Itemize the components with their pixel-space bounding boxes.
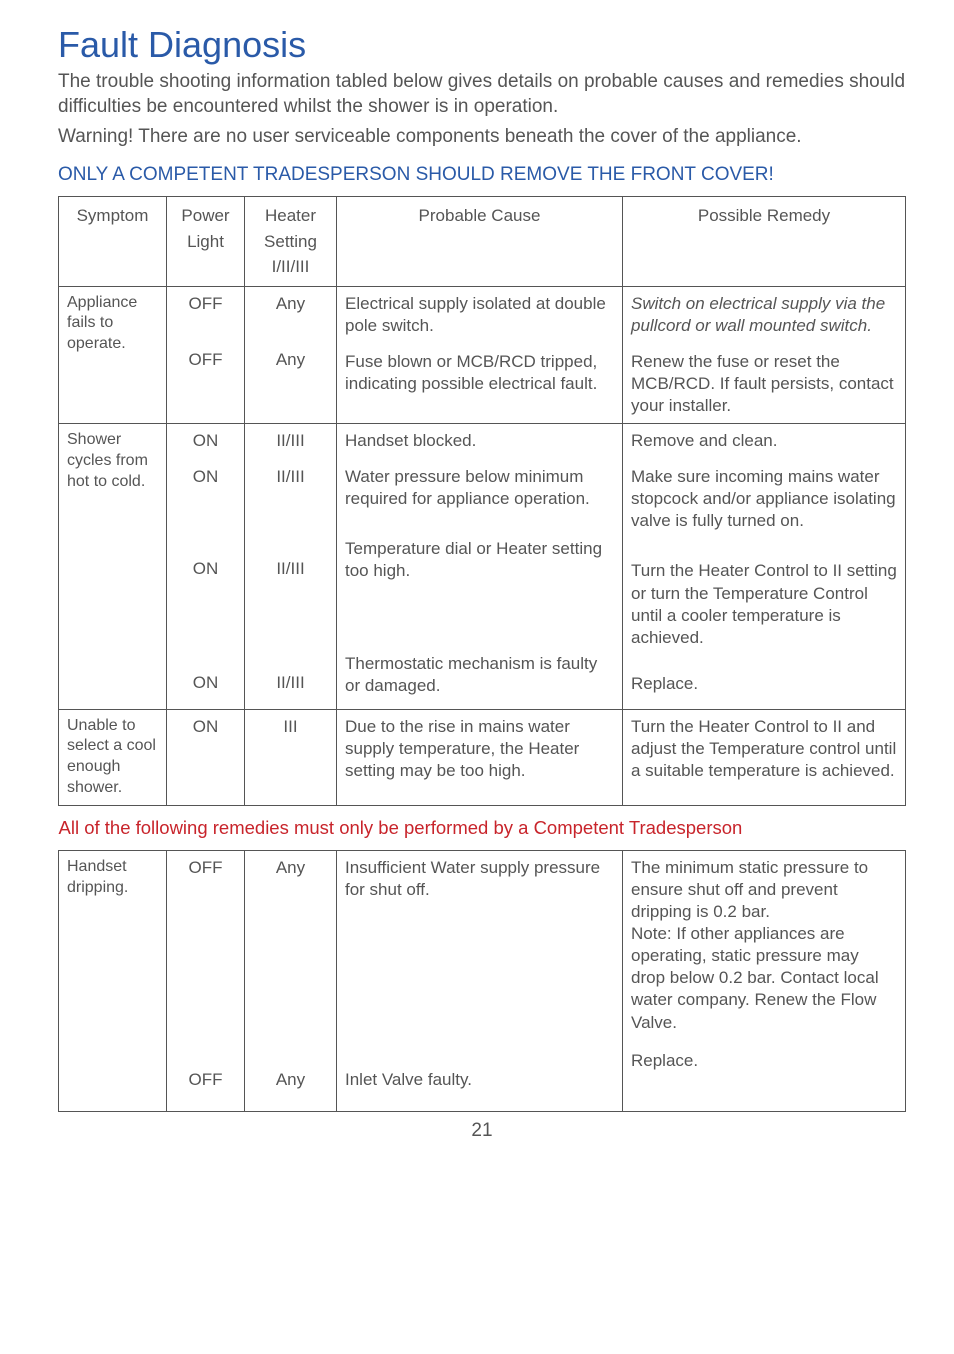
- col-header-power-light: Power Light: [167, 197, 245, 287]
- cause-text: Thermostatic mechanism is faulty or dama…: [345, 653, 614, 697]
- table-row: Appliance fails to operate. OFF OFF Any …: [59, 286, 906, 423]
- intro-paragraph: The trouble shooting information tabled …: [58, 70, 906, 119]
- cause-cell: Due to the rise in mains water supply te…: [337, 709, 623, 805]
- power-value: OFF: [175, 349, 236, 371]
- power-cell: ON: [167, 709, 245, 805]
- remedy-cell: Switch on electrical supply via the pull…: [623, 286, 906, 423]
- heater-value: II/III: [253, 430, 328, 452]
- cause-text: Inlet Valve faulty.: [345, 1069, 614, 1091]
- power-value: ON: [175, 672, 236, 694]
- power-cell: OFF OFF: [167, 850, 245, 1111]
- power-value: ON: [175, 716, 236, 738]
- remedy-cell: The minimum static pressure to ensure sh…: [623, 850, 906, 1111]
- cause-text: Electrical supply isolated at double pol…: [345, 293, 614, 337]
- col-header-light: Light: [187, 232, 224, 251]
- symptom-cell: Shower cycles from hot to cold.: [59, 424, 167, 710]
- power-cell: ON ON ON ON: [167, 424, 245, 710]
- table-row: Shower cycles from hot to cold. ON ON ON…: [59, 424, 906, 710]
- heater-value: II/III: [253, 558, 328, 580]
- fault-table: Symptom Power Light Heater Setting I/II/…: [58, 196, 906, 1112]
- col-header-levels: I/II/III: [272, 257, 310, 276]
- cause-text: Water pressure below minimum required fo…: [345, 466, 614, 510]
- cause-cell: Electrical supply isolated at double pol…: [337, 286, 623, 423]
- cause-text: Temperature dial or Heater setting too h…: [345, 538, 614, 582]
- col-header-heater-setting: Heater Setting I/II/III: [245, 197, 337, 287]
- cause-text: Handset blocked.: [345, 430, 614, 452]
- remedy-text: Replace.: [631, 1050, 897, 1072]
- remedy-text: The minimum static pressure to ensure sh…: [631, 857, 897, 1034]
- power-value: OFF: [175, 293, 236, 315]
- col-header-cause: Probable Cause: [337, 197, 623, 287]
- col-header-heater: Heater: [265, 206, 316, 225]
- remedy-text: Turn the Heater Control to II setting or…: [631, 560, 897, 648]
- warning-paragraph: Warning! There are no user serviceable c…: [58, 125, 906, 150]
- power-value: OFF: [175, 857, 236, 879]
- col-header-symptom: Symptom: [59, 197, 167, 287]
- remedy-cell: Turn the Heater Control to II and adjust…: [623, 709, 906, 805]
- col-header-remedy: Possible Remedy: [623, 197, 906, 287]
- cause-text: Insufficient Water supply pressure for s…: [345, 857, 614, 901]
- remedy-text: Remove and clean.: [631, 430, 897, 452]
- heater-value: Any: [253, 1069, 328, 1091]
- heater-cell: Any Any: [245, 286, 337, 423]
- subhead-cover-warning: ONLY A COMPETENT TRADESPERSON SHOULD REM…: [58, 164, 906, 186]
- power-value: ON: [175, 558, 236, 580]
- cause-cell: Handset blocked. Water pressure below mi…: [337, 424, 623, 710]
- heater-value: II/III: [253, 672, 328, 694]
- remedy-text: Make sure incoming mains water stopcock …: [631, 466, 897, 532]
- remedy-cell: Remove and clean. Make sure incoming mai…: [623, 424, 906, 710]
- page-number: 21: [58, 1120, 906, 1142]
- page-title: Fault Diagnosis: [58, 24, 906, 66]
- symptom-cell: Appliance fails to operate.: [59, 286, 167, 423]
- col-header-power: Power: [181, 206, 229, 225]
- remedy-text: Renew the fuse or reset the MCB/RCD. If …: [631, 351, 897, 417]
- table-header-row: Symptom Power Light Heater Setting I/II/…: [59, 197, 906, 287]
- symptom-cell: Unable to select a cool enough shower.: [59, 709, 167, 805]
- banner-row: All of the following remedies must only …: [59, 805, 906, 850]
- heater-value: Any: [253, 293, 328, 315]
- heater-value: III: [253, 716, 328, 738]
- heater-cell: Any Any: [245, 850, 337, 1111]
- power-cell: OFF OFF: [167, 286, 245, 423]
- banner-text: All of the following remedies must only …: [59, 805, 906, 850]
- col-header-setting: Setting: [264, 232, 317, 251]
- power-value: ON: [175, 466, 236, 488]
- symptom-cell: Handset dripping.: [59, 850, 167, 1111]
- heater-value: II/III: [253, 466, 328, 488]
- remedy-text: Turn the Heater Control to II and adjust…: [631, 716, 897, 782]
- cause-text: Due to the rise in mains water supply te…: [345, 716, 614, 782]
- heater-cell: III: [245, 709, 337, 805]
- cause-cell: Insufficient Water supply pressure for s…: [337, 850, 623, 1111]
- table-row: Handset dripping. OFF OFF Any Any Insuff…: [59, 850, 906, 1111]
- power-value: ON: [175, 430, 236, 452]
- table-row: Unable to select a cool enough shower. O…: [59, 709, 906, 805]
- heater-cell: II/III II/III II/III II/III: [245, 424, 337, 710]
- heater-value: Any: [253, 349, 328, 371]
- remedy-text: Switch on electrical supply via the pull…: [631, 293, 897, 337]
- cause-text: Fuse blown or MCB/RCD tripped, indicatin…: [345, 351, 614, 395]
- remedy-text: Replace.: [631, 673, 897, 695]
- heater-value: Any: [253, 857, 328, 879]
- power-value: OFF: [175, 1069, 236, 1091]
- page-container: Fault Diagnosis The trouble shooting inf…: [0, 0, 954, 1162]
